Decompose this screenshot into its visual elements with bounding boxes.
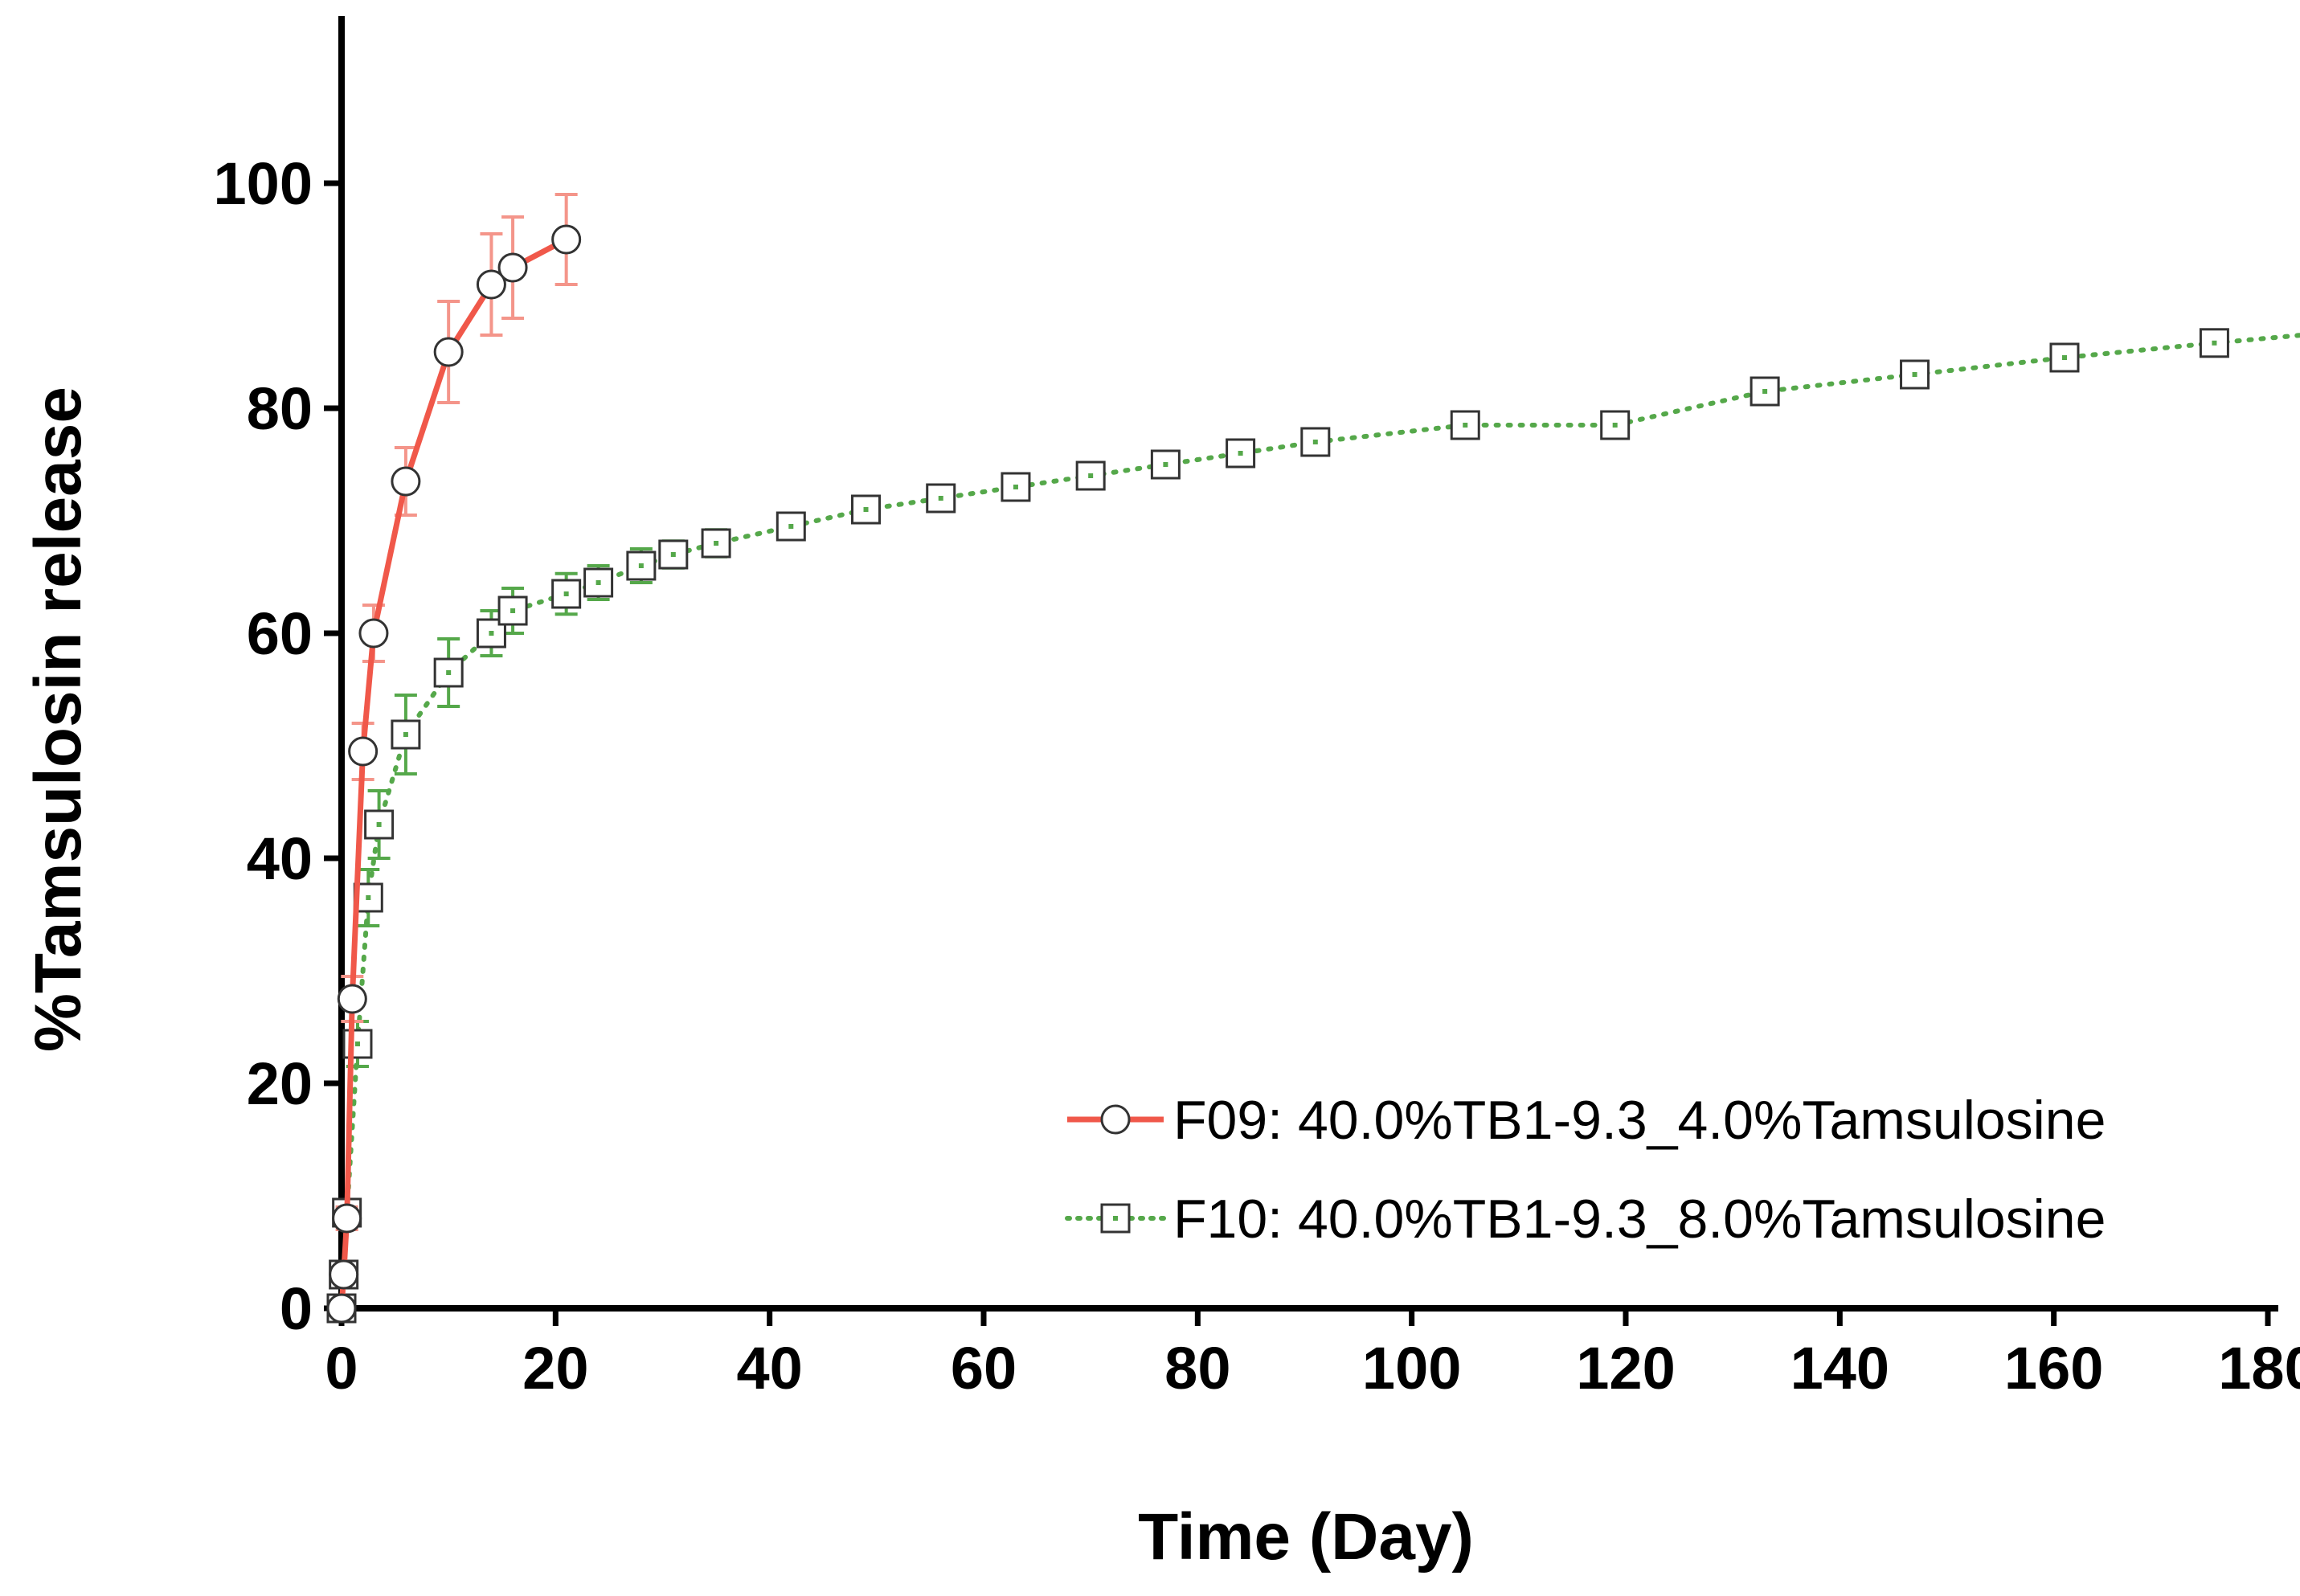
data-point [391,719,421,750]
y-tick-label: 0 [280,1275,313,1342]
data-point [1001,472,1031,502]
data-point [342,1029,373,1059]
x-axis-title: Time (Day) [1138,1500,1474,1573]
x-tick-label: 100 [1362,1335,1461,1402]
y-tick-label: 20 [247,1050,313,1117]
data-point [851,494,882,525]
x-tick-label: 80 [1164,1335,1230,1402]
data-point [1600,410,1631,440]
y-tick-label: 40 [247,825,313,892]
data-point [358,618,389,649]
x-tick-label: 160 [2004,1335,2103,1402]
data-point [2049,342,2080,373]
data-point [2199,328,2229,358]
x-tick-label: 180 [2218,1335,2300,1402]
data-point [391,466,421,497]
legend-circle-marker-icon [1100,1104,1131,1135]
series-layer [326,193,2300,1324]
data-point [433,337,464,367]
data-point [926,483,956,514]
legend-square-inner-icon [1113,1216,1118,1221]
x-tick-label: 60 [951,1335,1017,1402]
x-tick-label: 140 [1790,1335,1889,1402]
data-point [776,511,806,542]
data-point [433,657,464,688]
data-point [551,224,582,255]
data-point [658,539,689,570]
x-tick-label: 40 [737,1335,803,1402]
data-point [329,1259,359,1290]
data-point [337,984,367,1014]
x-tick-label: 120 [1576,1335,1675,1402]
data-point [551,579,582,609]
data-point [701,528,731,559]
data-point [476,269,506,300]
legend-label-f09: F09: 40.0%TB1-9.3_4.0%Tamsulosine [1173,1090,2106,1151]
x-tick-label: 0 [325,1335,358,1402]
data-point [332,1203,362,1234]
x-tick-label: 20 [522,1335,588,1402]
data-point [497,252,528,283]
data-point [1300,427,1331,457]
series-f09 [326,193,582,1324]
series-line [339,333,2300,1311]
y-tick-label: 60 [247,600,313,667]
legend-entry-f10: F10: 40.0%TB1-9.3_8.0%Tamsulosine [1065,1189,2106,1250]
data-point [626,550,657,581]
data-point [326,1293,357,1324]
legend: F09: 40.0%TB1-9.3_4.0%Tamsulosine F10: 4… [1065,1090,2106,1250]
plot-area: 0 20 40 60 80 100 0 20 40 60 80 100 120 140 160 180 [214,16,2300,1402]
data-point [1150,449,1181,480]
data-point [1450,410,1480,440]
legend-label-f10: F10: 40.0%TB1-9.3_8.0%Tamsulosine [1173,1189,2106,1250]
data-point [348,736,379,767]
series-f10 [326,328,2300,1324]
data-point [497,595,528,626]
y-ticks: 0 20 40 60 80 100 [214,150,342,1342]
x-ticks: 0 20 40 60 80 100 120 140 160 180 [325,1308,2300,1402]
data-point [364,809,395,840]
data-point [1226,438,1256,469]
data-point [1900,359,1930,390]
legend-entry-f09: F09: 40.0%TB1-9.3_4.0%Tamsulosine [1067,1090,2106,1151]
data-point [1750,376,1780,407]
series-line [338,236,568,1309]
y-axis-title: %Tamsulosin release [22,387,95,1052]
y-tick-label: 80 [247,375,313,442]
data-point [1075,460,1106,491]
y-tick-label: 100 [214,150,313,217]
data-point [583,567,614,598]
